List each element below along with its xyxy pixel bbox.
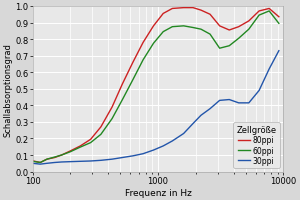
80ppi: [227, 30, 231, 32]
60ppi: [89, 142, 92, 144]
30ppi: [131, 155, 135, 157]
80ppi: [182, 7, 185, 10]
60ppi: [99, 133, 103, 136]
30ppi: [69, 161, 72, 163]
60ppi: [191, 27, 195, 30]
30ppi: [191, 123, 195, 125]
30ppi: [110, 158, 114, 161]
80ppi: [208, 14, 212, 16]
Line: 80ppi: 80ppi: [33, 9, 279, 163]
30ppi: [227, 99, 231, 101]
60ppi: [237, 38, 241, 40]
60ppi: [31, 160, 34, 163]
60ppi: [257, 15, 261, 17]
30ppi: [60, 161, 63, 163]
80ppi: [79, 145, 82, 147]
80ppi: [191, 7, 195, 10]
30ppi: [247, 102, 250, 105]
60ppi: [170, 26, 174, 29]
30ppi: [161, 145, 165, 147]
Line: 30ppi: 30ppi: [33, 51, 279, 164]
Y-axis label: Schallabsorptionsgrad: Schallabsorptionsgrad: [4, 43, 13, 136]
30ppi: [89, 160, 92, 162]
30ppi: [218, 100, 221, 102]
60ppi: [267, 11, 271, 13]
30ppi: [45, 162, 49, 165]
60ppi: [161, 31, 165, 34]
60ppi: [121, 99, 124, 101]
60ppi: [199, 29, 203, 31]
30ppi: [79, 160, 82, 163]
80ppi: [69, 150, 72, 152]
60ppi: [60, 154, 63, 156]
80ppi: [277, 16, 281, 19]
60ppi: [182, 26, 185, 28]
80ppi: [257, 11, 261, 13]
80ppi: [247, 21, 250, 23]
80ppi: [218, 26, 221, 28]
30ppi: [237, 102, 241, 105]
30ppi: [121, 157, 124, 159]
Line: 60ppi: 60ppi: [33, 12, 279, 163]
80ppi: [199, 10, 203, 12]
80ppi: [31, 160, 34, 162]
X-axis label: Frequenz in Hz: Frequenz in Hz: [124, 188, 191, 197]
60ppi: [38, 161, 42, 164]
30ppi: [208, 108, 212, 110]
80ppi: [38, 161, 42, 164]
80ppi: [152, 26, 155, 28]
80ppi: [161, 13, 165, 16]
30ppi: [99, 159, 103, 162]
60ppi: [53, 156, 56, 158]
80ppi: [99, 126, 103, 128]
Legend: 80ppi, 60ppi, 30ppi: 80ppi, 60ppi, 30ppi: [233, 123, 280, 168]
30ppi: [199, 114, 203, 117]
80ppi: [141, 42, 145, 44]
30ppi: [277, 50, 281, 53]
60ppi: [227, 45, 231, 48]
80ppi: [131, 62, 135, 64]
30ppi: [152, 149, 155, 152]
30ppi: [182, 133, 185, 135]
80ppi: [110, 106, 114, 109]
80ppi: [53, 157, 56, 159]
30ppi: [267, 68, 271, 71]
30ppi: [257, 90, 261, 92]
80ppi: [45, 158, 49, 161]
60ppi: [110, 118, 114, 120]
80ppi: [121, 83, 124, 86]
60ppi: [141, 59, 145, 62]
80ppi: [170, 8, 174, 11]
60ppi: [69, 151, 72, 153]
80ppi: [60, 154, 63, 156]
60ppi: [218, 48, 221, 50]
60ppi: [152, 43, 155, 45]
30ppi: [141, 153, 145, 155]
60ppi: [131, 79, 135, 81]
60ppi: [79, 146, 82, 149]
80ppi: [89, 138, 92, 141]
30ppi: [170, 140, 174, 142]
30ppi: [53, 161, 56, 164]
60ppi: [208, 34, 212, 36]
80ppi: [237, 26, 241, 29]
30ppi: [31, 162, 34, 165]
80ppi: [267, 8, 271, 11]
30ppi: [38, 163, 42, 166]
60ppi: [45, 158, 49, 161]
60ppi: [277, 23, 281, 25]
60ppi: [247, 29, 250, 31]
